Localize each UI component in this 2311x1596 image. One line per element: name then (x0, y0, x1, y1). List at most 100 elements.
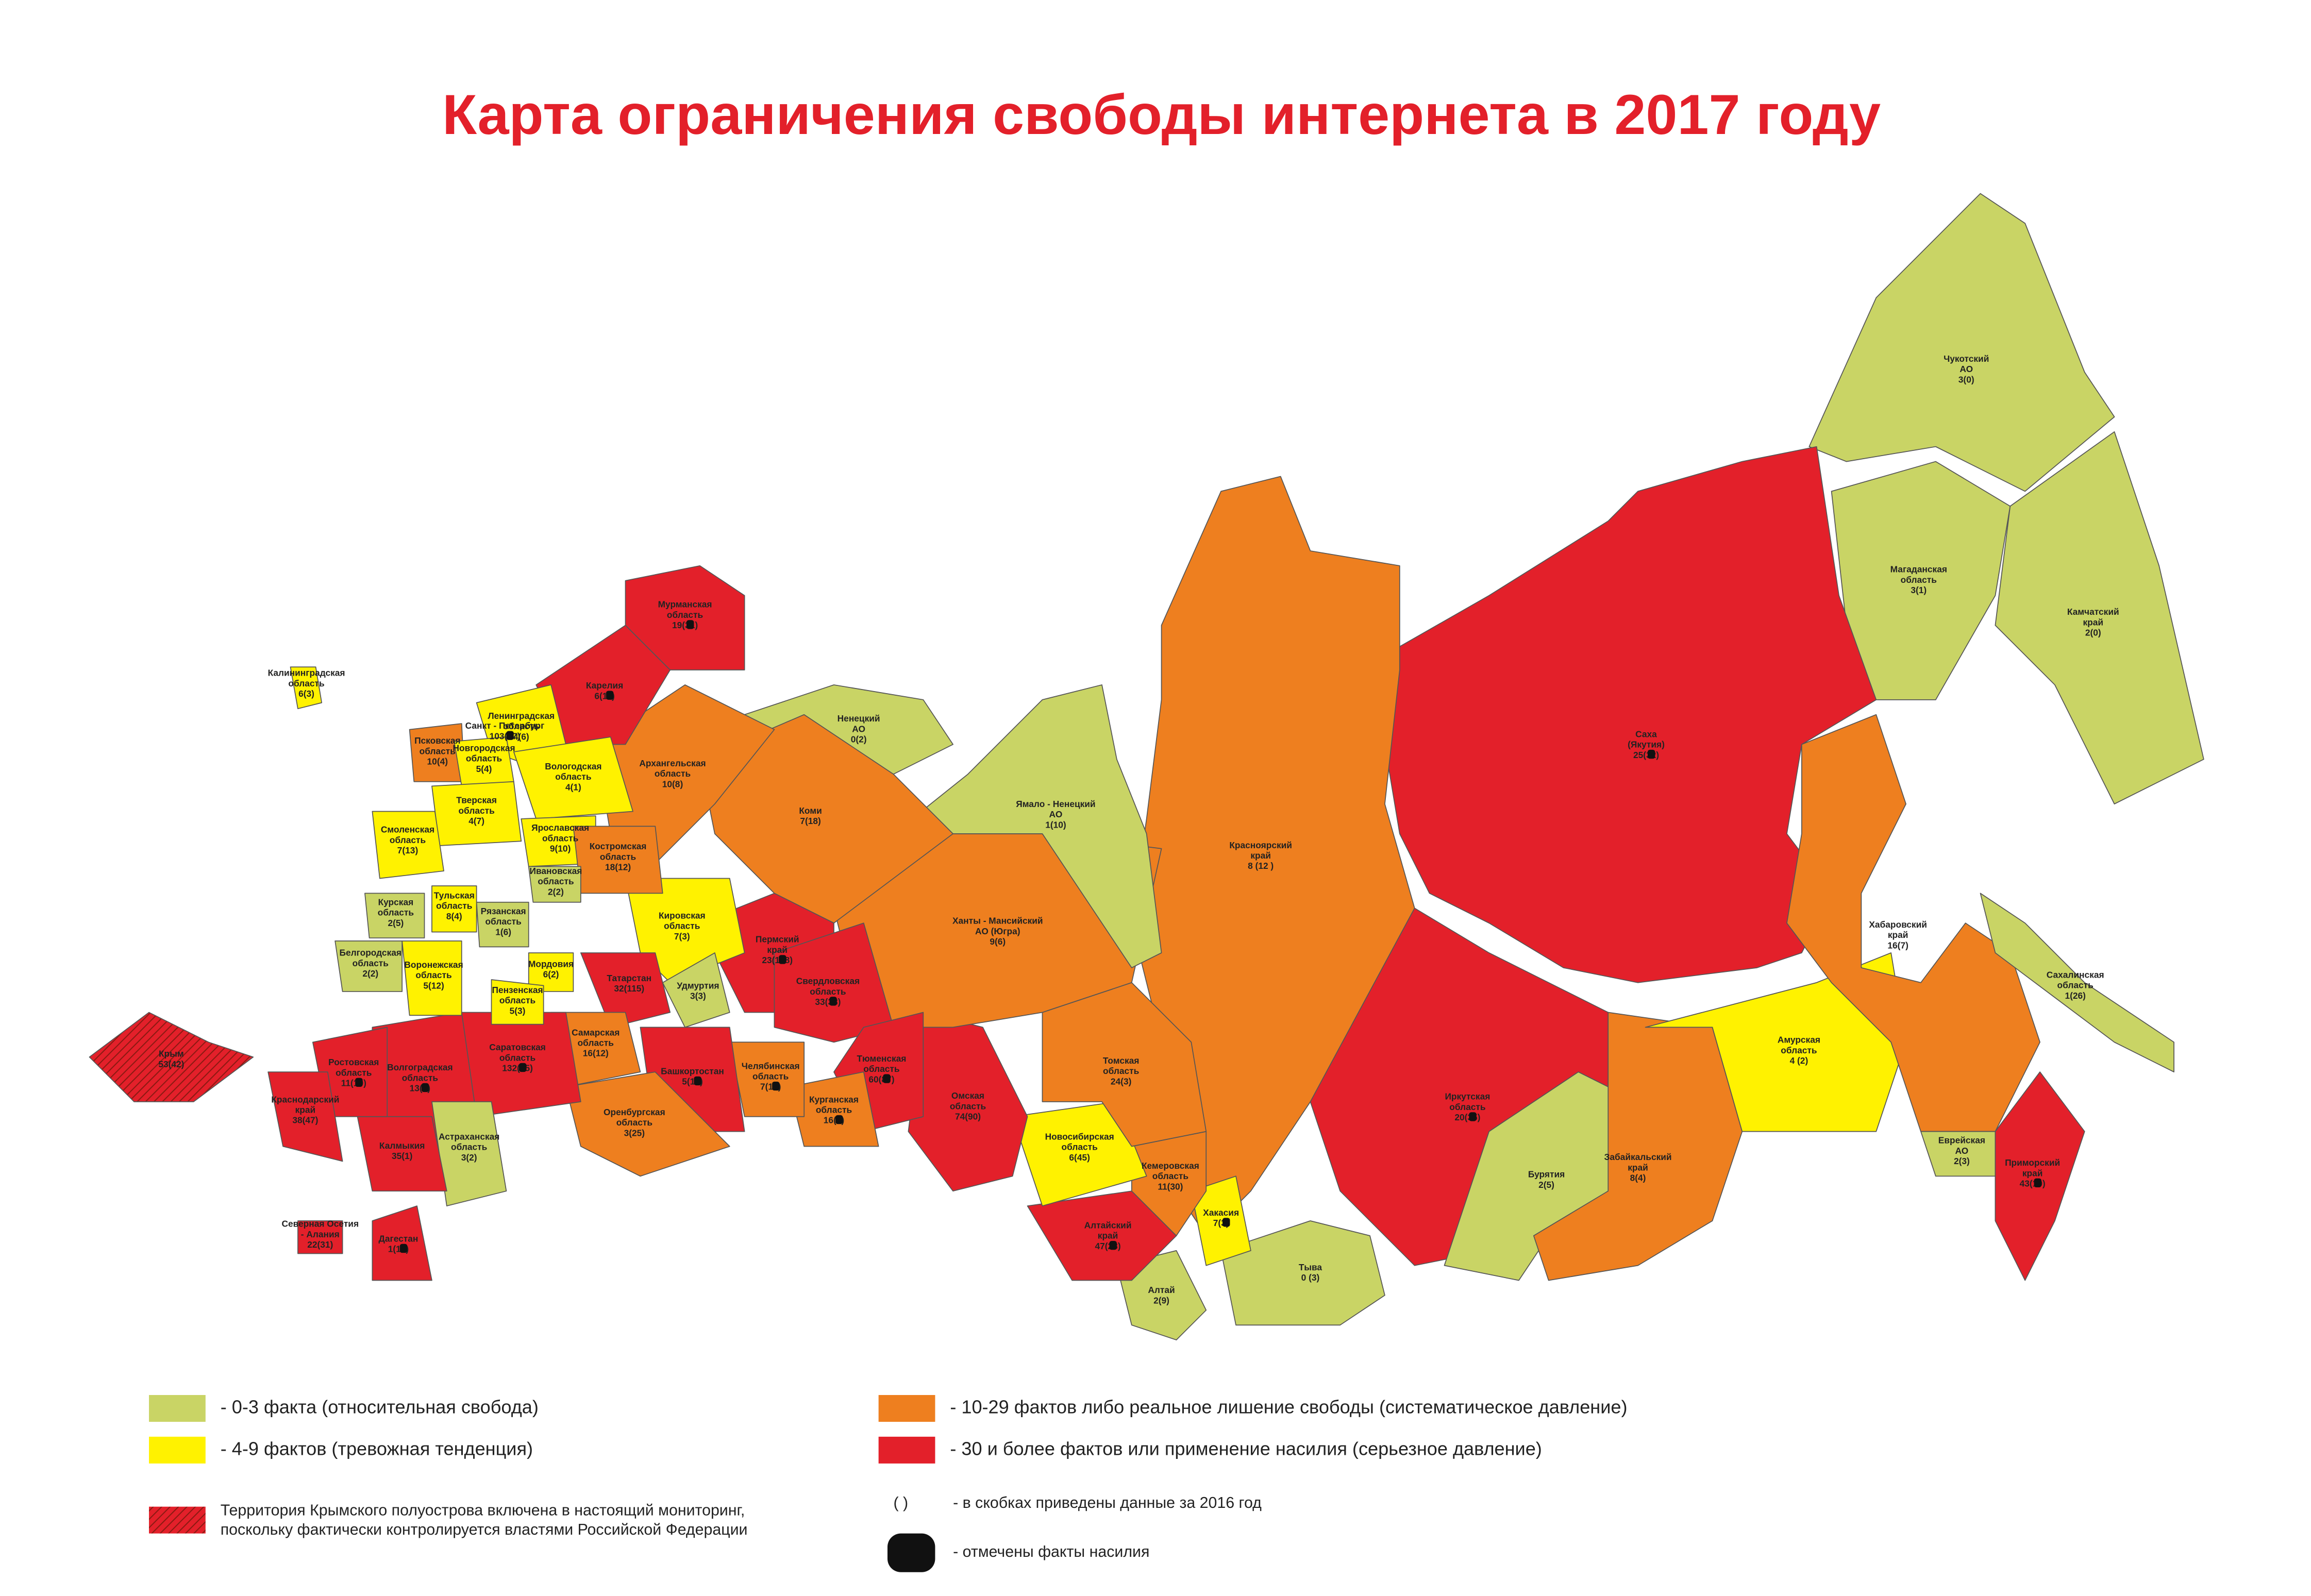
region-name: область (667, 610, 703, 620)
violence-mark (421, 1083, 429, 1093)
region-figures: 2(0) (2085, 628, 2101, 638)
violence-mark (686, 620, 694, 629)
region-name: АО (852, 724, 865, 734)
region-name: Ямало - Ненецкий (1016, 799, 1095, 809)
region (491, 979, 544, 1025)
region-figures: 23(138) (762, 955, 793, 965)
region-name: область (402, 1072, 438, 1083)
violence-mark (1647, 749, 1655, 759)
region-figures: 9(6) (990, 936, 1006, 947)
region-name: область (336, 1067, 372, 1078)
violence-mark (779, 955, 786, 964)
region-figures: 11(30) (1158, 1181, 1183, 1191)
region-name: Самарская (572, 1027, 619, 1037)
region-name: край (767, 945, 788, 955)
brackets-note: - в скобках приведены данные за 2016 год (953, 1494, 1262, 1511)
region (1995, 431, 2204, 804)
region (1995, 1071, 2085, 1281)
region-name: край (1888, 930, 1908, 940)
region-figures: 0(2) (851, 734, 867, 745)
region-name: область (863, 1064, 899, 1074)
region-figures: 1(10) (1045, 819, 1066, 830)
region-name: Иркутская (1445, 1091, 1490, 1102)
region-name: область (353, 958, 389, 968)
region-figures: 2(2) (362, 968, 378, 979)
region-name: Омская (951, 1090, 984, 1101)
region-figures: 16(7) (1887, 940, 1908, 950)
region (401, 940, 462, 1016)
region (893, 684, 1162, 968)
region-name: область (466, 753, 502, 764)
region (528, 866, 581, 903)
region-figures: 2(3) (1954, 1156, 1970, 1166)
region-figures: 6(3) (298, 688, 314, 699)
region-figures: 3(25) (624, 1128, 645, 1138)
region-name: Астраханская (439, 1132, 499, 1142)
violence-mark (1223, 1218, 1230, 1227)
region-figures: 33(38) (815, 997, 841, 1007)
region-name: Северная Осетия (281, 1219, 359, 1229)
region-name: АО (Югра) (975, 926, 1020, 936)
region-figures: 38(47) (292, 1115, 318, 1125)
region-figures: 2(5) (1538, 1180, 1554, 1190)
region-name: край (1098, 1231, 1118, 1241)
region (89, 1012, 254, 1102)
region-name: Белгородская (340, 948, 401, 958)
region-name: Татарстан (607, 973, 651, 983)
region-name: Хакасия (1203, 1207, 1239, 1218)
region-figures: 74(90) (955, 1112, 981, 1122)
region-figures: 7(18) (800, 816, 820, 826)
region-name: область (664, 921, 700, 931)
region-figures: 4(1) (565, 782, 581, 792)
region-name: Рязанская (481, 906, 526, 916)
region-figures: 35(1) (392, 1151, 412, 1161)
region-name: Приморский (2005, 1157, 2060, 1168)
region (357, 1116, 447, 1192)
region-name: Воронежская (404, 960, 463, 970)
region-name: Алтайский (1084, 1220, 1132, 1230)
region (1042, 982, 1207, 1147)
region (580, 952, 671, 1028)
region-name: Крым (159, 1049, 184, 1059)
region-name: область (578, 1038, 614, 1048)
region-figures: 5(3) (510, 1005, 526, 1016)
region-figures: 4(7) (468, 816, 484, 826)
region-figures: 2(2) (548, 886, 564, 897)
map-title: Карта ограничения свободы интернета в 20… (442, 83, 1881, 146)
region-name: область (1449, 1102, 1485, 1112)
region-name: область (436, 901, 472, 911)
region-figures: 25(32) (1633, 750, 1659, 760)
region-name: область (1781, 1045, 1817, 1055)
violence-mark (772, 1081, 780, 1091)
region-figures: 8(4) (446, 911, 462, 921)
region-name: Тверская (456, 795, 497, 805)
region-name: область (2057, 980, 2094, 990)
region-figures: 1(26) (2065, 990, 2085, 1001)
violence-mark (2034, 1178, 2041, 1187)
region-name: Чукотский (1944, 354, 1989, 364)
region-name: Пермский (756, 934, 799, 945)
region-name: Амурская (1778, 1035, 1820, 1045)
region-figures: 24(3) (1111, 1076, 1131, 1086)
violence-mark (518, 1063, 527, 1072)
region-name: край (295, 1105, 316, 1115)
region-figures: 2(5) (388, 918, 404, 928)
region-figures: 10(8) (662, 779, 683, 789)
region-name: АО (1955, 1146, 1969, 1156)
region-name: область (816, 1105, 852, 1115)
region-figures: 47(28) (1095, 1241, 1121, 1251)
violence-mark (1469, 1112, 1477, 1121)
region-figures: 3(0) (1958, 374, 1974, 384)
region (334, 940, 403, 992)
region-figures: 7(3) (674, 931, 690, 942)
violence-mark (829, 997, 837, 1006)
region-name: Саха (1635, 729, 1657, 739)
region-figures: 16(12) (583, 1048, 609, 1059)
region (528, 952, 574, 992)
region-name: Тюменская (857, 1053, 906, 1064)
region-name: область (485, 916, 521, 927)
region (364, 893, 425, 938)
region-name: область (390, 835, 426, 845)
region-name: область (810, 986, 846, 997)
